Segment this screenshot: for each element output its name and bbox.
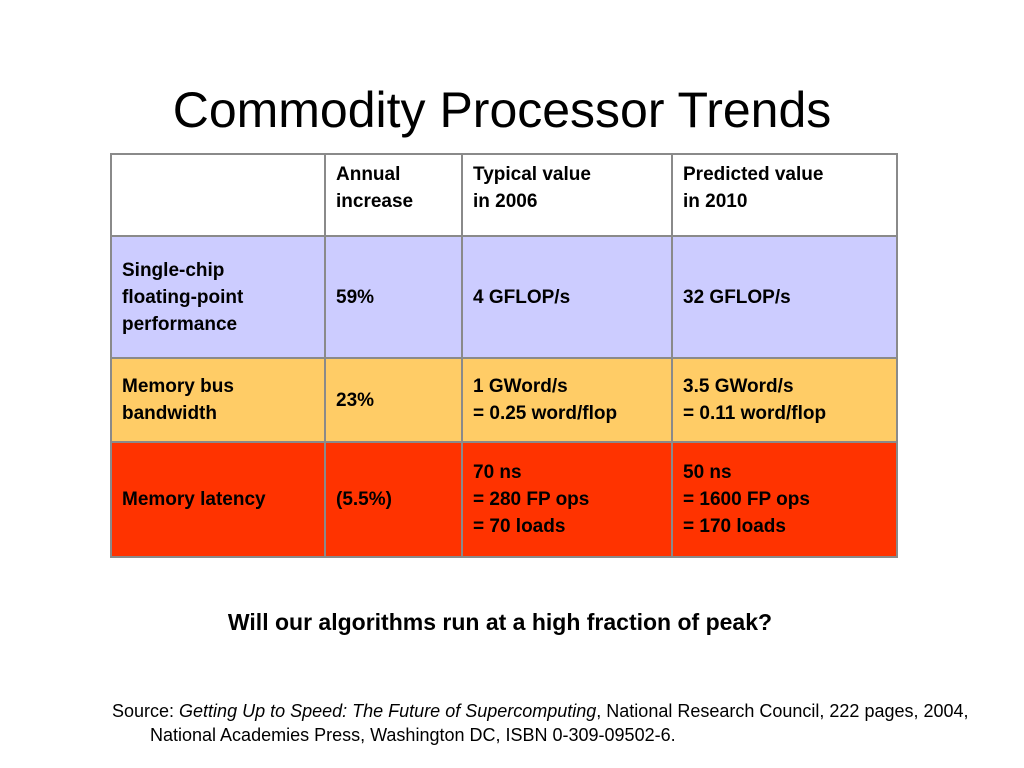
header-typical-2006: Typical value in 2006 (461, 153, 673, 237)
typical-2006-cell: 70 ns = 280 FP ops = 70 loads (461, 441, 673, 558)
header-cell-empty (110, 153, 326, 237)
table-row: Memory bus bandwidth 23% 1 GWord/s = 0.2… (110, 357, 898, 443)
table-row: Memory latency (5.5%) 70 ns = 280 FP ops… (110, 441, 898, 558)
table-header-row: Annual increase Typical value in 2006 Pr… (110, 153, 898, 237)
predicted-2010-cell: 3.5 GWord/s = 0.11 word/flop (671, 357, 898, 443)
header-annual-increase: Annual increase (324, 153, 463, 237)
source-book-title: Getting Up to Speed: The Future of Super… (179, 701, 597, 721)
slide-title: Commodity Processor Trends (172, 82, 832, 138)
predicted-2010-cell: 50 ns = 1600 FP ops = 170 loads (671, 441, 898, 558)
source-details: , National Research Council, 222 pages, … (150, 701, 969, 745)
predicted-2010-cell: 32 GFLOP/s (671, 235, 898, 359)
metric-cell: Single-chip floating-point performance (110, 235, 326, 359)
typical-2006-cell: 1 GWord/s = 0.25 word/flop (461, 357, 673, 443)
trends-table: Annual increase Typical value in 2006 Pr… (110, 153, 898, 558)
closing-question: Will our algorithms run at a high fracti… (227, 609, 773, 635)
metric-cell: Memory bus bandwidth (110, 357, 326, 443)
source-prefix: Source: (112, 701, 180, 721)
annual-increase-cell: 23% (324, 357, 463, 443)
source-citation: Source: Getting Up to Speed: The Future … (112, 699, 990, 747)
typical-2006-cell: 4 GFLOP/s (461, 235, 673, 359)
annual-increase-cell: 59% (324, 235, 463, 359)
header-predicted-2010: Predicted value in 2010 (671, 153, 898, 237)
metric-cell: Memory latency (110, 441, 326, 558)
annual-increase-cell: (5.5%) (324, 441, 463, 558)
table-row: Single-chip floating-point performance 5… (110, 235, 898, 359)
